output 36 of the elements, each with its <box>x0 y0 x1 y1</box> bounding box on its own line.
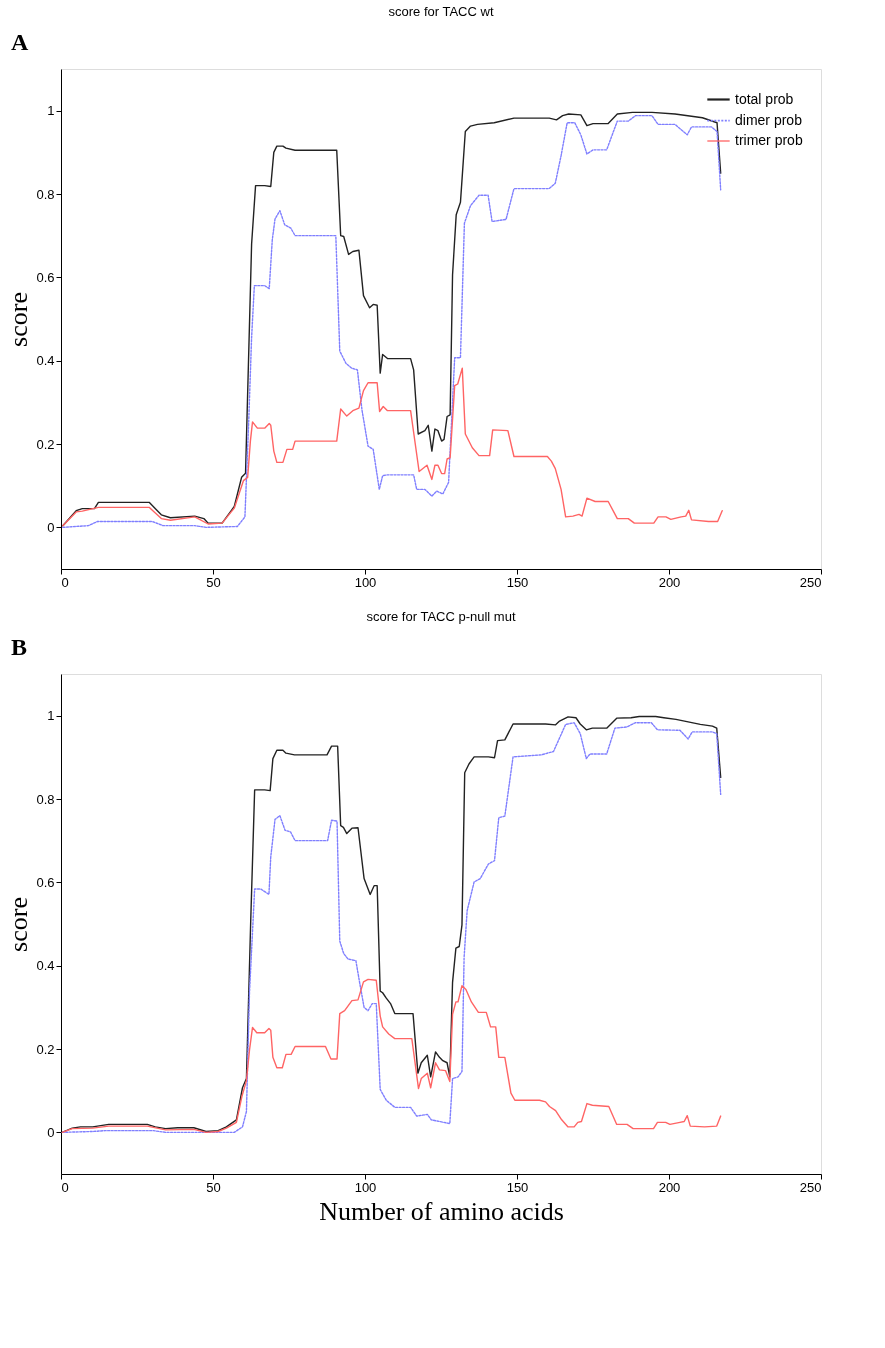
x-tick-label: 250 <box>799 574 822 590</box>
y-tick-label: 0.8 <box>36 186 55 202</box>
y-tick-label: 0.4 <box>36 958 55 974</box>
x-tick-label: 100 <box>354 1179 377 1195</box>
text: B <box>11 634 28 660</box>
x-tick-label: 200 <box>658 1179 681 1195</box>
x-tick-label: 100 <box>354 574 377 590</box>
y-tick-label: 0.8 <box>36 791 55 807</box>
y-tick-label: 0.6 <box>36 269 55 285</box>
text: A <box>11 29 29 55</box>
legend-label: dimer prob <box>735 111 803 128</box>
x-tick-label: 150 <box>506 1179 529 1195</box>
x-tick-label: 200 <box>658 574 681 590</box>
x-tick-label: 0 <box>61 574 69 590</box>
x-axis-title: Number of amino acids <box>319 1196 564 1226</box>
y-tick-label: 1 <box>47 103 55 119</box>
line-series <box>61 978 722 1134</box>
x-tick-label: 50 <box>206 574 221 590</box>
legend-label: total prob <box>735 90 794 107</box>
y-tick-label: 0 <box>47 1124 55 1140</box>
x-tick-label: 0 <box>61 1179 69 1195</box>
x-tick-label: 150 <box>506 574 529 590</box>
y-tick-label: 0.2 <box>36 436 55 452</box>
chart-title: score for TACC wt <box>388 4 494 19</box>
y-tick-label: 0 <box>47 519 55 535</box>
y-axis-title: score <box>4 292 34 347</box>
chart-title: score for TACC p-null mut <box>366 609 516 624</box>
y-axis-title: score <box>4 897 34 952</box>
x-tick-label: 250 <box>799 1179 822 1195</box>
y-tick-label: 0.2 <box>36 1041 55 1057</box>
x-tick-label: 50 <box>206 1179 221 1195</box>
legend-label: trimer prob <box>735 132 803 148</box>
y-tick-label: 0.6 <box>36 874 55 890</box>
y-tick-label: 1 <box>47 708 55 724</box>
line-series <box>62 367 723 527</box>
y-tick-label: 0.4 <box>36 353 55 369</box>
